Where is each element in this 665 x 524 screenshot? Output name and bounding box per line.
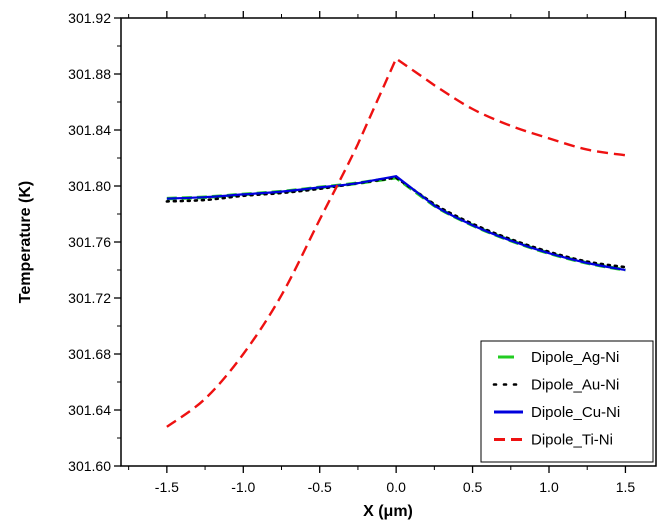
axis-ticks <box>114 11 627 473</box>
x-tick-label: 1.5 <box>616 479 636 495</box>
y-tick-label: 301.76 <box>68 234 111 250</box>
y-axis-tick-labels: 301.60 301.64 301.68 301.72 301.76 301.80 301.… <box>68 10 111 474</box>
legend-label: Dipole_Cu-Ni <box>531 404 620 421</box>
legend-label: Dipole_Au-Ni <box>531 377 619 394</box>
legend-label: Dipole_Ag-Ni <box>531 349 619 366</box>
x-tick-label: 1.0 <box>539 479 559 495</box>
x-tick-label: -0.5 <box>308 479 332 495</box>
x-axis-title: X (μm) <box>363 503 413 520</box>
y-tick-label: 301.60 <box>68 458 111 474</box>
y-tick-label: 301.72 <box>68 290 111 306</box>
x-tick-label: -1.5 <box>155 479 179 495</box>
y-tick-label: 301.84 <box>68 122 111 138</box>
legend-entries: Dipole_Ag-Ni Dipole_Au-Ni Dipole_Cu-Ni Dipo… <box>492 349 620 449</box>
x-tick-label: -1.0 <box>231 479 255 495</box>
y-tick-label: 301.64 <box>68 402 111 418</box>
x-tick-label: 0.5 <box>463 479 483 495</box>
y-tick-label: 301.92 <box>68 10 111 26</box>
y-tick-label: 301.88 <box>68 66 111 82</box>
series-line-dipole-ti-ni <box>166 56 626 428</box>
legend: Dipole_Ag-Ni Dipole_Au-Ni Dipole_Cu-Ni Dipo… <box>480 340 654 463</box>
legend-box <box>480 340 654 463</box>
x-axis-tick-labels: -1.5 -1.0 -0.5 0.0 0.5 1.0 1.5 <box>155 479 636 495</box>
series-line-dipole-au-ni <box>165 176 627 269</box>
y-tick-label: 301.68 <box>68 346 111 362</box>
y-axis-title: Temperature (K) <box>17 181 34 303</box>
series-line-dipole-cu-ni <box>166 175 626 272</box>
legend-label: Dipole_Ti-Ni <box>531 432 613 449</box>
x-tick-label: 0.0 <box>386 479 406 495</box>
y-tick-label: 301.80 <box>68 178 111 194</box>
series-layer <box>165 56 627 428</box>
